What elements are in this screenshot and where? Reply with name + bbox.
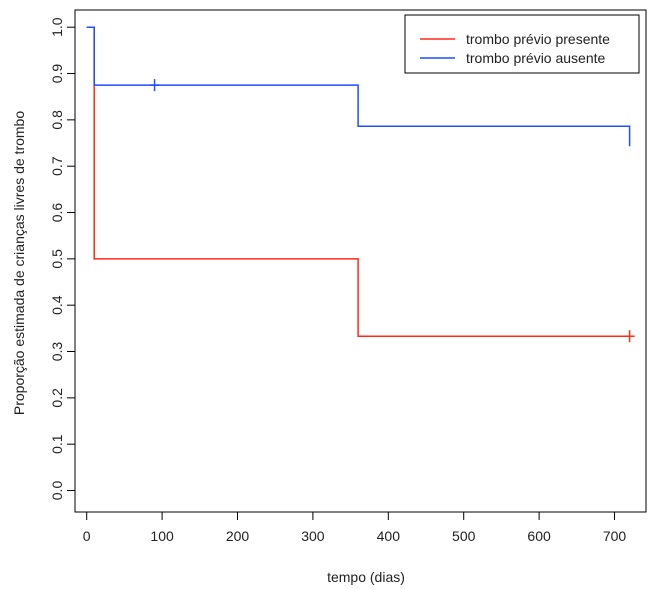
- y-tick-label: 1.0: [49, 17, 65, 37]
- x-tick-label: 500: [452, 528, 476, 544]
- y-tick-label: 0.0: [49, 481, 65, 501]
- x-tick-label: 600: [527, 528, 551, 544]
- x-tick-label: 200: [226, 528, 250, 544]
- series-line-1: [86, 26, 630, 337]
- x-tick-label: 300: [301, 528, 325, 544]
- x-tick-label: 0: [83, 528, 91, 544]
- legend: trombo prévio presente trombo prévio ause…: [404, 14, 640, 74]
- x-tick-label: 100: [150, 528, 174, 544]
- legend-label: trombo prévio ausente: [466, 50, 606, 66]
- y-tick-label: 0.5: [49, 249, 65, 269]
- y-axis: 0.0 0.1 0.2 0.3 0.4 0.5 0.6 0.7 0.8 0.9 1.0: [49, 17, 76, 501]
- legend-label: trombo prévio presente: [466, 31, 610, 47]
- y-tick-label: 0.4: [49, 295, 65, 315]
- y-tick-label: 0.3: [49, 342, 65, 362]
- legend-box: [404, 14, 640, 74]
- series-layer: [86, 26, 635, 343]
- x-tick-label: 400: [377, 528, 401, 544]
- x-tick-label: 700: [603, 528, 627, 544]
- y-tick-label: 0.7: [49, 156, 65, 176]
- y-tick-label: 0.2: [49, 388, 65, 408]
- x-axis-title: tempo (dias): [327, 569, 405, 585]
- y-tick-label: 0.9: [49, 64, 65, 84]
- y-tick-label: 0.8: [49, 110, 65, 130]
- x-axis: 0 100 200 300 400 500 600 700: [83, 511, 627, 544]
- y-tick-label: 0.1: [49, 434, 65, 454]
- y-axis-title: Proporção estimada de crianças livres de…: [11, 111, 27, 415]
- y-tick-label: 0.6: [49, 203, 65, 223]
- series-line-2: [86, 26, 631, 147]
